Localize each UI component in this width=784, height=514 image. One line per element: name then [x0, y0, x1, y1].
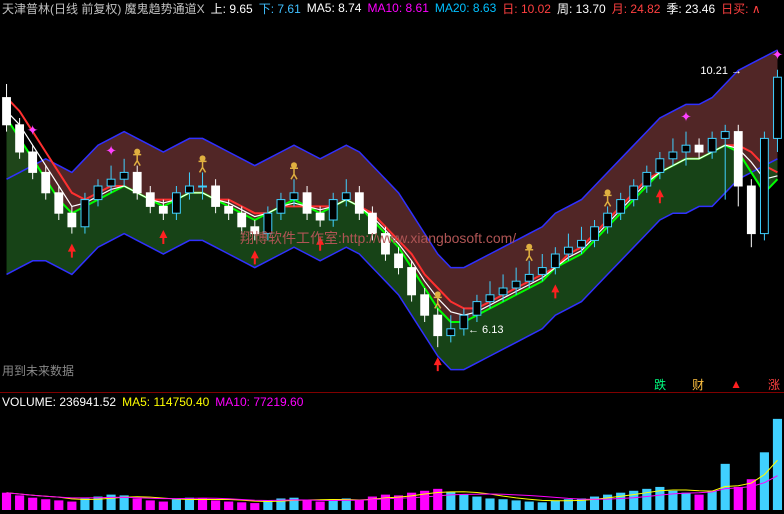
status-zhang: 涨: [768, 376, 780, 393]
svg-text:✦: ✦: [772, 47, 784, 63]
status-row: 跌 财 ▲ 涨: [654, 376, 780, 392]
svg-text:← 6.13: ← 6.13: [468, 324, 503, 336]
svg-text:✦: ✦: [27, 122, 39, 138]
chart-header: 天津普林(日线 前复权) 魔鬼趋势通道X 上: 9.65 下: 7.61 MA5…: [0, 0, 784, 16]
panel-divider: [0, 392, 784, 393]
chart-title: 天津普林(日线 前复权) 魔鬼趋势通道X: [2, 0, 205, 17]
svg-text:✦: ✦: [105, 143, 117, 159]
svg-text:✦: ✦: [680, 109, 692, 125]
volume-chart[interactable]: [0, 410, 784, 510]
main-price-chart[interactable]: ✦ ✦ ✦ ✦ 10.21 → ← 6.13: [0, 16, 784, 390]
status-arrow-icon: ▲: [730, 377, 742, 391]
svg-text:10.21 →: 10.21 →: [700, 65, 742, 77]
volume-header: VOLUME: 236941.52 MA5: 114750.40 MA10: 7…: [2, 394, 303, 410]
status-die: 跌: [654, 376, 666, 393]
future-data-note: 用到未来数据: [2, 362, 74, 379]
status-cai: 财: [692, 376, 704, 393]
